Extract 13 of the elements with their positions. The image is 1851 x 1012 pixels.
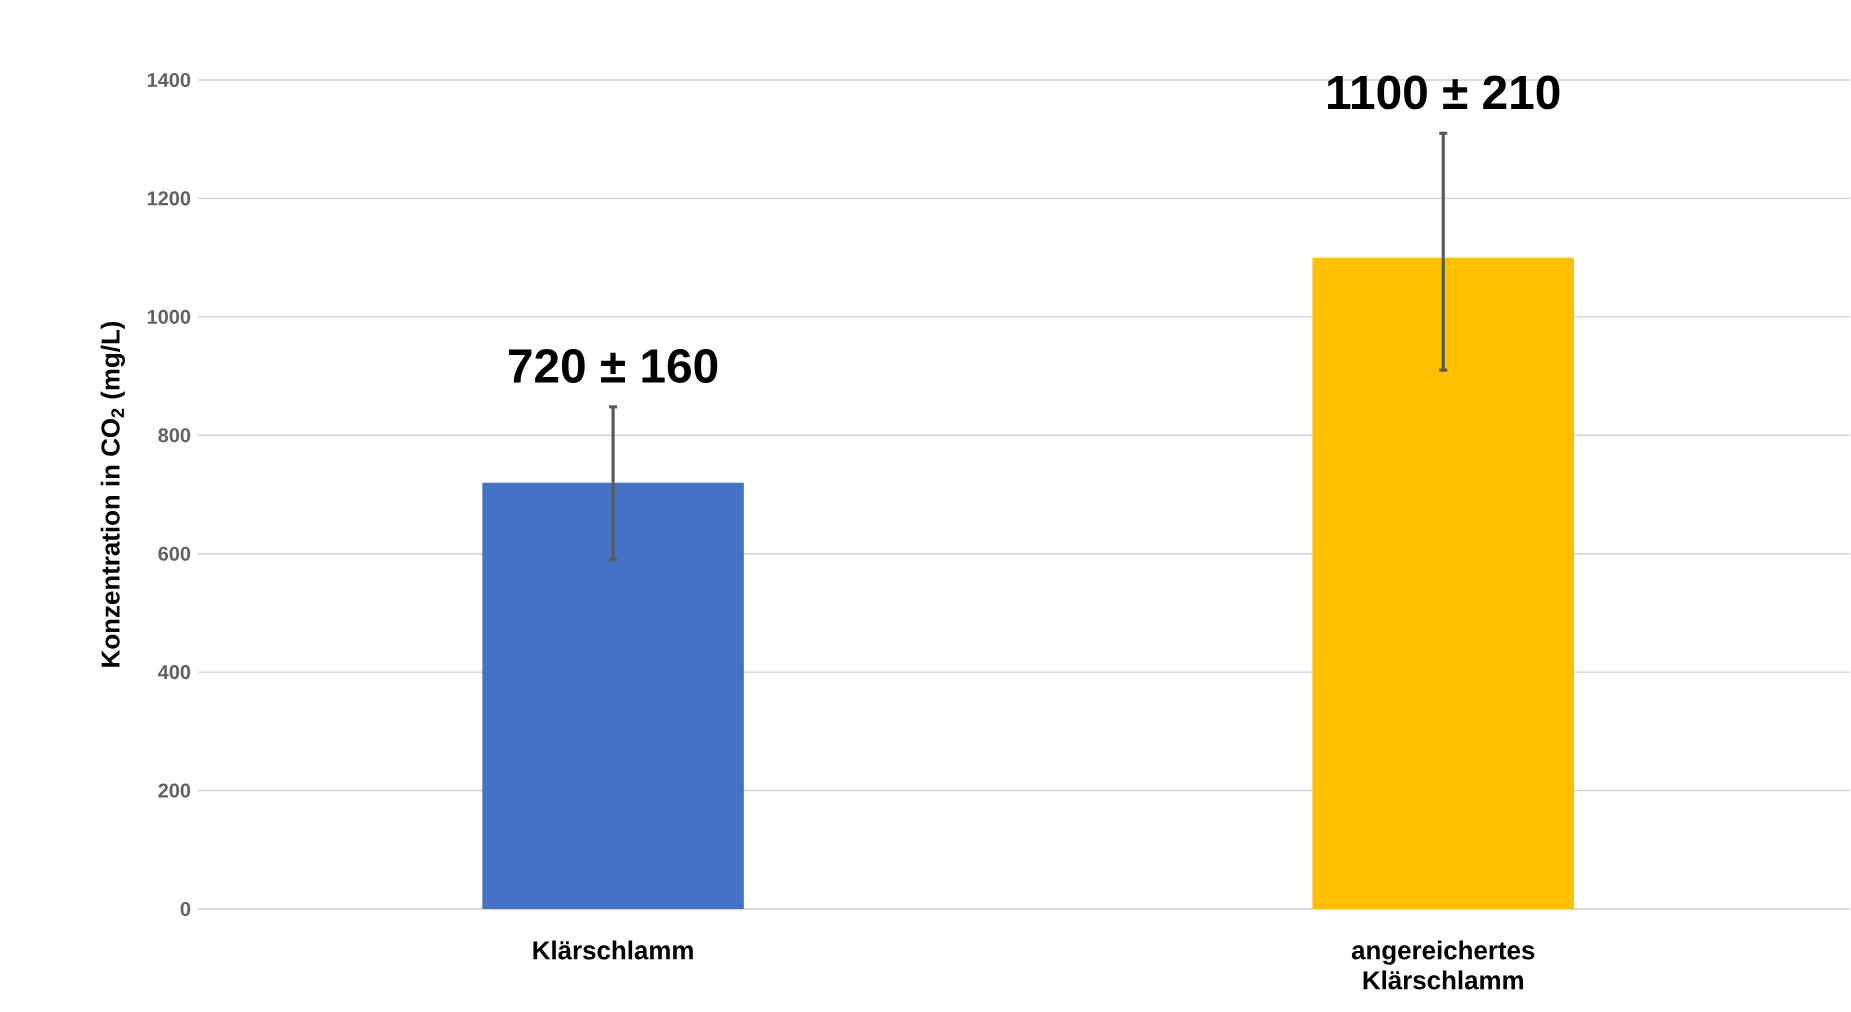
y-tick-label: 200 xyxy=(158,783,191,798)
y-axis-title: Konzentration in CO$_{2}$ (mg/L) xyxy=(100,321,125,667)
y-tick-label: 800 xyxy=(158,428,191,443)
y-tick-label: 1000 xyxy=(147,309,191,324)
x-tick-label: angereichertes Klärschlamm xyxy=(1351,940,1535,990)
data-label: 1100 ± 210 xyxy=(1328,75,1560,110)
data-label: 720 ± 160 xyxy=(508,349,718,383)
y-tick-label: 1200 xyxy=(147,191,191,206)
y-tick-label: 400 xyxy=(158,665,191,680)
y-tick-label: 0 xyxy=(180,901,191,917)
x-tick-label: Klärschlamm xyxy=(533,940,693,960)
y-tick-label: 600 xyxy=(158,546,191,561)
y-tick-label: 1400 xyxy=(147,72,191,88)
